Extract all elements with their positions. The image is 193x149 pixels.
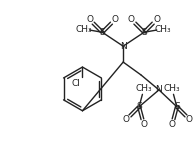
Text: CH₃: CH₃ (154, 24, 171, 34)
Text: O: O (140, 119, 147, 129)
Text: O: O (128, 15, 135, 24)
Text: S: S (141, 28, 147, 37)
Text: CH₃: CH₃ (136, 84, 152, 93)
Text: O: O (123, 115, 130, 124)
Text: S: S (174, 102, 180, 111)
Text: S: S (99, 28, 105, 37)
Text: O: O (112, 15, 119, 24)
Text: Cl: Cl (71, 79, 80, 89)
Text: N: N (120, 42, 127, 51)
Text: CH₃: CH₃ (164, 84, 180, 93)
Text: O: O (169, 119, 176, 129)
Text: O: O (86, 15, 93, 24)
Text: N: N (156, 85, 162, 94)
Text: O: O (186, 115, 193, 124)
Text: S: S (136, 102, 142, 111)
Text: O: O (153, 15, 160, 24)
Text: CH₃: CH₃ (75, 24, 92, 34)
